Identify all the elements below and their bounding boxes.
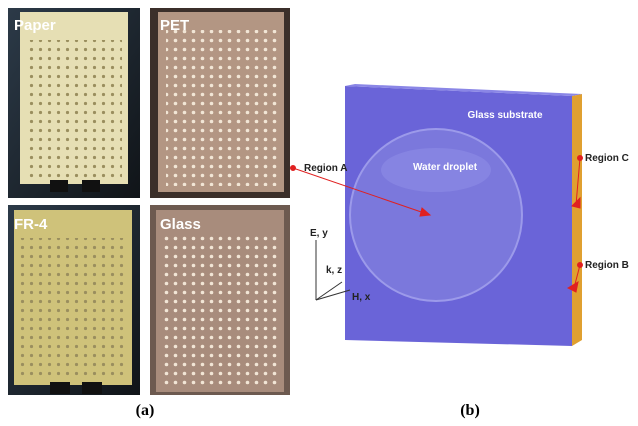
panel-label: (b)	[460, 402, 480, 419]
axis-label: H, x	[352, 292, 371, 303]
substrate-label: Glass substrate	[467, 110, 542, 121]
photo-label: Paper	[14, 17, 56, 34]
photo-pet	[150, 8, 290, 198]
photo-label: FR-4	[14, 216, 48, 233]
glass-slab	[345, 84, 582, 346]
photo-label: Glass	[160, 216, 201, 233]
axes	[315, 240, 351, 301]
region-label: Region A	[304, 163, 348, 174]
droplet-label: Water droplet	[413, 162, 478, 173]
photo-paper	[8, 8, 140, 198]
region-markers	[290, 155, 583, 293]
photo-fr4	[8, 205, 140, 395]
axis-label: k, z	[326, 265, 342, 276]
region-label: Region B	[585, 260, 629, 271]
photo-glass	[150, 205, 290, 395]
axis-label: E, y	[310, 228, 328, 239]
region-label: Region C	[585, 153, 629, 164]
panel-label: (a)	[136, 402, 155, 419]
photo-label: PET	[160, 17, 189, 34]
